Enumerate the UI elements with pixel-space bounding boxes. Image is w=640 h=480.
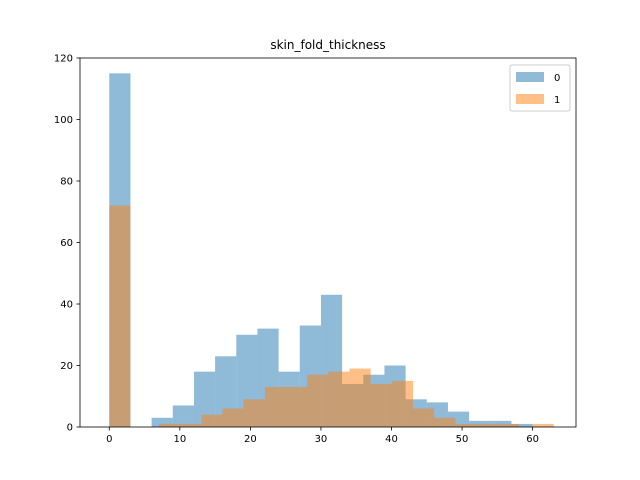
bar-series-1-bin-10 xyxy=(349,368,371,427)
y-tick-label: 40 xyxy=(60,300,73,311)
x-tick-label: 20 xyxy=(244,434,257,445)
bar-series-1-bin-13 xyxy=(413,408,435,427)
bar-series-1-bin-6 xyxy=(264,387,287,427)
bar-series-0-bin-16 xyxy=(469,420,491,427)
bar-series-1-bin-2 xyxy=(180,423,202,427)
bar-series-1-bin-11 xyxy=(370,383,392,427)
x-tick-label: 40 xyxy=(385,434,398,445)
bar-series-1-bin-1 xyxy=(159,423,181,427)
bar-series-0-bin-2 xyxy=(172,405,194,427)
bar-series-1-bin-16 xyxy=(476,423,498,427)
legend-label-1: 1 xyxy=(554,95,560,106)
bar-series-0-bin-18 xyxy=(511,423,533,427)
bar-series-1-bin-4 xyxy=(222,408,244,427)
bar-series-0-bin-1 xyxy=(151,417,173,427)
bar-series-1-bin-0 xyxy=(109,205,131,427)
bar-series-1-bin-18 xyxy=(532,423,554,427)
bar-series-1-bin-12 xyxy=(391,380,414,428)
legend-frame xyxy=(509,64,571,112)
bar-series-1-bin-3 xyxy=(201,414,223,427)
x-tick-label: 0 xyxy=(106,434,112,445)
bar-series-1-bin-17 xyxy=(497,423,519,427)
x-tick-label: 30 xyxy=(315,434,328,445)
y-tick-label: 20 xyxy=(60,361,73,372)
y-tick-label: 0 xyxy=(67,423,73,434)
bar-series-1-bin-5 xyxy=(243,399,265,427)
legend-label-0: 0 xyxy=(554,73,560,84)
bar-series-1-bin-14 xyxy=(434,417,456,427)
x-tick-label: 10 xyxy=(173,434,186,445)
bar-series-0-bin-3 xyxy=(193,371,216,427)
y-tick-label: 100 xyxy=(54,115,73,126)
chart-title: skin_fold_thickness xyxy=(270,38,385,52)
legend-swatch-0 xyxy=(516,72,544,82)
bar-series-1-bin-8 xyxy=(307,374,329,427)
bar-series-0-bin-17 xyxy=(490,420,512,427)
y-tick-label: 120 xyxy=(54,54,73,65)
x-tick-label: 60 xyxy=(526,434,539,445)
x-tick-label: 50 xyxy=(456,434,469,445)
legend: 01 xyxy=(509,64,571,112)
y-tick-label: 80 xyxy=(60,177,73,188)
legend-swatch-1 xyxy=(516,94,544,104)
bar-series-1-bin-9 xyxy=(328,371,350,427)
bars-layer xyxy=(109,73,554,428)
y-tick-label: 60 xyxy=(60,238,73,249)
bar-series-1-bin-15 xyxy=(455,423,477,427)
bar-series-1-bin-7 xyxy=(286,387,308,427)
